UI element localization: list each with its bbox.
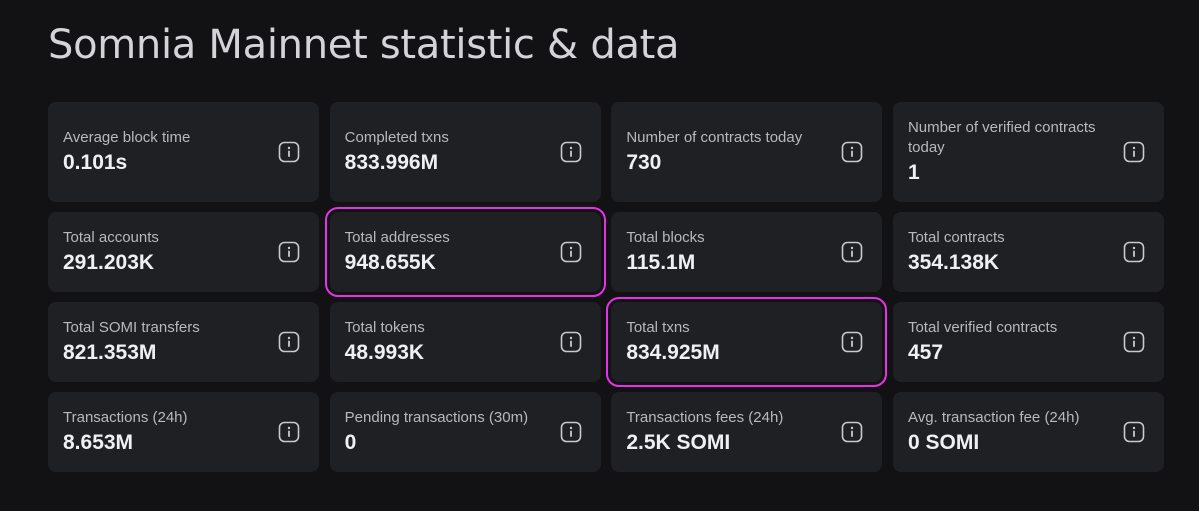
stat-value: 291.203K: [63, 250, 155, 274]
info-icon[interactable]: [278, 331, 300, 353]
stat-label: Total accounts: [63, 228, 159, 246]
stat-value: 821.353M: [63, 340, 157, 364]
info-icon[interactable]: [278, 141, 300, 163]
stat-card-verified-contracts-today: Number of verified contracts today 1: [892, 102, 1164, 202]
stat-label: Total contracts: [907, 228, 1005, 246]
stat-value: 0: [344, 430, 357, 454]
stat-label: Number of verified contracts today: [907, 118, 1096, 156]
info-icon[interactable]: [278, 241, 300, 263]
info-icon[interactable]: [560, 141, 582, 163]
stat-card-total-accounts: Total accounts 291.203K: [48, 212, 319, 292]
stat-value: 948.655K: [344, 250, 436, 274]
stat-card-total-contracts: Total contracts 354.138K: [892, 212, 1164, 292]
stat-label: Total txns: [626, 318, 690, 336]
stat-value: 0.101s: [63, 150, 128, 174]
info-icon[interactable]: [560, 241, 582, 263]
stat-value: 354.138K: [907, 250, 1000, 274]
info-icon[interactable]: [1123, 141, 1145, 163]
stat-card-total-txns: Total txns 834.925M: [606, 297, 888, 387]
stat-value: 833.996M: [344, 150, 439, 174]
stat-card-completed-txns: Completed txns 833.996M: [329, 102, 601, 202]
stat-card-pending-transactions: Pending transactions (30m) 0: [329, 392, 601, 472]
info-icon[interactable]: [841, 141, 863, 163]
stat-label: Pending transactions (30m): [344, 408, 529, 426]
stat-value: 8.653M: [63, 430, 134, 454]
stat-value: 834.925M: [626, 340, 720, 364]
info-icon[interactable]: [841, 421, 863, 443]
info-icon[interactable]: [1123, 241, 1145, 263]
stat-card-total-verified-contracts: Total verified contracts 457: [892, 302, 1164, 382]
stat-card-total-blocks: Total blocks 115.1M: [611, 212, 883, 292]
info-icon[interactable]: [278, 421, 300, 443]
stat-card-avg-transaction-fee: Avg. transaction fee (24h) 0 SOMI: [892, 392, 1164, 472]
stat-card-contracts-today: Number of contracts today 730: [611, 102, 883, 202]
stat-card-average-block-time: Average block time 0.101s: [48, 102, 319, 202]
stat-label: Total SOMI transfers: [63, 318, 200, 336]
stat-card-transactions-24h: Transactions (24h) 8.653M: [48, 392, 319, 472]
stat-label: Total addresses: [344, 228, 450, 246]
stat-value: 730: [626, 150, 662, 174]
info-icon[interactable]: [841, 241, 863, 263]
page-title: Somnia Mainnet statistic & data: [48, 22, 680, 68]
info-icon[interactable]: [560, 331, 582, 353]
stat-value: 0 SOMI: [907, 430, 980, 454]
info-icon[interactable]: [560, 421, 582, 443]
stat-card-transaction-fees: Transactions fees (24h) 2.5K SOMI: [611, 392, 883, 472]
stat-value: 1: [907, 160, 920, 184]
stat-label: Average block time: [63, 128, 191, 146]
stat-label: Total verified contracts: [907, 318, 1058, 336]
stat-value: 115.1M: [626, 250, 696, 274]
stat-value: 48.993K: [344, 340, 425, 364]
stat-label: Total tokens: [344, 318, 425, 336]
stat-label: Total blocks: [626, 228, 705, 246]
stat-label: Transactions fees (24h): [626, 408, 784, 426]
stat-label: Avg. transaction fee (24h): [907, 408, 1080, 426]
stat-label: Transactions (24h): [63, 408, 188, 426]
stat-value: 2.5K SOMI: [626, 430, 731, 454]
stat-label: Number of contracts today: [626, 128, 803, 146]
stat-card-total-somi-transfers: Total SOMI transfers 821.353M: [48, 302, 319, 382]
info-icon[interactable]: [841, 331, 863, 353]
stat-card-total-addresses: Total addresses 948.655K: [324, 207, 606, 297]
info-icon[interactable]: [1123, 331, 1145, 353]
stat-label: Completed txns: [344, 128, 449, 146]
stats-grid: Average block time 0.101s Completed txns…: [48, 102, 1164, 472]
info-icon[interactable]: [1123, 421, 1145, 443]
stat-card-total-tokens: Total tokens 48.993K: [329, 302, 601, 382]
stat-value: 457: [907, 340, 944, 364]
